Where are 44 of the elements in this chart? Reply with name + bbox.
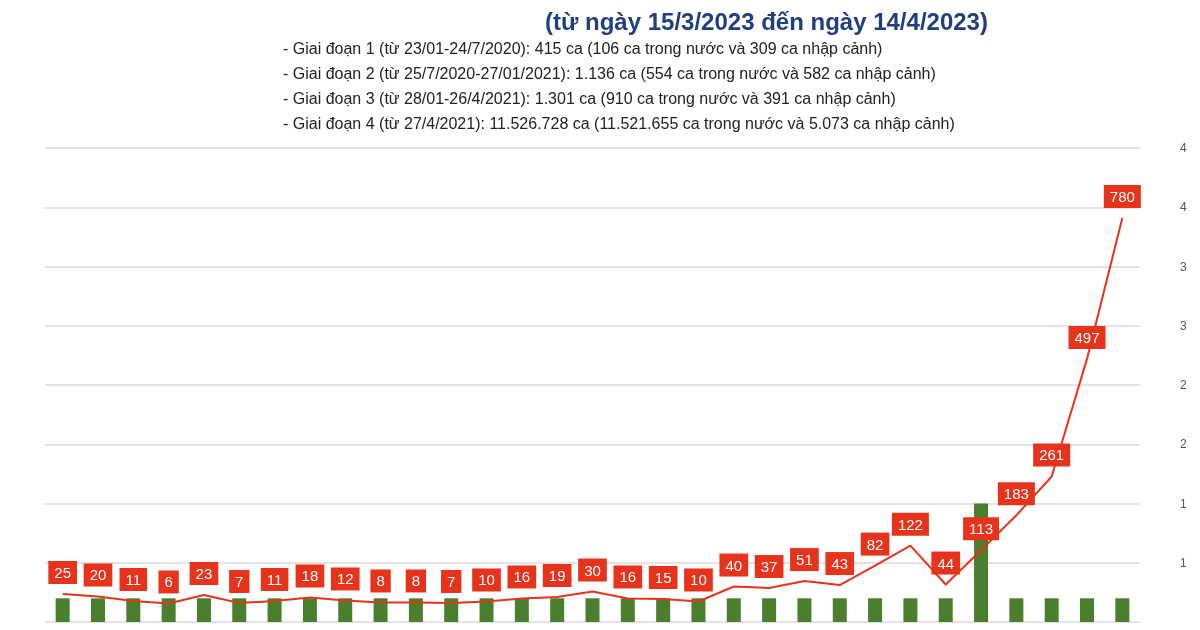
chart-title: (từ ngày 15/3/2023 đến ngày 14/4/2023) [545, 7, 988, 35]
data-label: 20 [89, 566, 107, 584]
data-label: 37 [760, 558, 778, 576]
text: - Giai đoạn 2 (từ 25/7/2020-27/01/2021): 1.136 ca (554 ca trong nước và 582 ca nhập cảnh) [283, 64, 936, 82]
data-label: 8 [376, 572, 385, 590]
y2-tick-label: 4 [1180, 200, 1187, 215]
data-label: 780 [1109, 187, 1135, 205]
y2-tick-label: 2 [1180, 378, 1187, 392]
data-label: 6 [164, 573, 173, 591]
y2-tick-label: 3 [1180, 318, 1187, 333]
data-label: 23 [195, 565, 213, 582]
data-label: 25 [54, 564, 72, 582]
data-label: 51 [796, 551, 813, 569]
data-label: 11 [125, 570, 142, 588]
data-label: 16 [619, 568, 637, 586]
data-label: 261 [1039, 446, 1065, 464]
data-label: 82 [866, 535, 884, 553]
data-label: 44 [937, 554, 955, 572]
data-label: 10 [690, 571, 707, 589]
data-label: 11 [266, 570, 283, 588]
data-label: 183 [1003, 485, 1029, 503]
data-label: 16 [513, 568, 531, 586]
y2-tick-label: 2 [1180, 437, 1187, 452]
y2-tick-label: 4 [1180, 141, 1187, 155]
data-label: 497 [1074, 328, 1100, 346]
data-label: 43 [831, 555, 849, 573]
text: - Giai đoạn 1 (từ 23/01-24/7/2020): 415 ca (106 ca trong nước và 309 ca nhập cảnh) [283, 39, 883, 57]
data-label: 7 [447, 572, 456, 590]
y2-tick-label: 1 [1180, 555, 1187, 570]
data-label: 113 [969, 520, 994, 538]
text: - Giai đoạn 3 (từ 28/01-26/4/2021): 1.301 ca (910 ca trong nước và 391 ca nhập cảnh) [283, 89, 896, 107]
data-label: 12 [336, 570, 354, 588]
data-label: 40 [725, 556, 743, 574]
data-label: 18 [301, 567, 319, 585]
y2-tick-label: 3 [1180, 259, 1187, 274]
data-label: 8 [411, 572, 421, 590]
data-label: 10 [478, 571, 495, 589]
data-label: 7 [235, 572, 244, 590]
data-label: 30 [584, 561, 601, 579]
data-label: 122 [897, 515, 923, 533]
data-label: 19 [548, 566, 566, 584]
y2-tick-label: 1 [1180, 496, 1187, 511]
text: - Giai đoạn 4 (từ 27/4/2021): 11.526.728 ca (11.521.655 ca trong nước và 5.073 ca nhập cảnh) [283, 114, 955, 132]
data-label: 15 [654, 568, 672, 586]
